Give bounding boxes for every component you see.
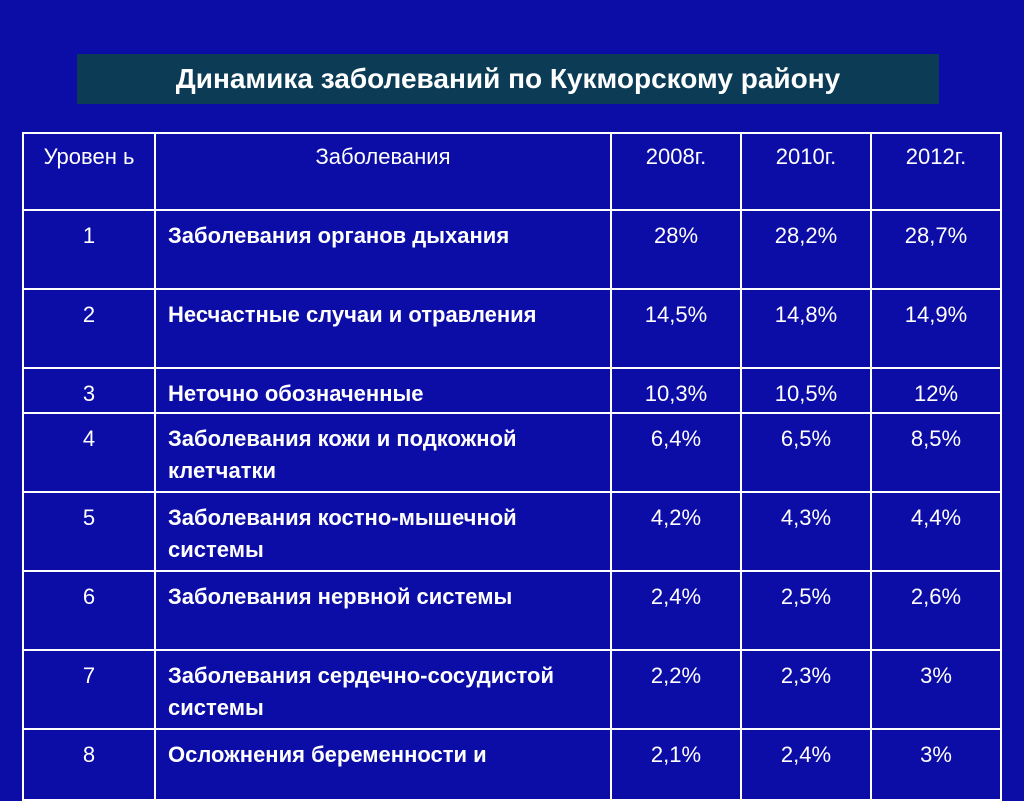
table-row: 2 Несчастные случаи и отравления 14,5% 1… [22, 288, 1002, 369]
header-level: Уровен ь [22, 132, 156, 211]
cell-level: 1 [22, 209, 156, 290]
cell-2008: 6,4% [610, 412, 742, 493]
cell-2012: 3% [870, 728, 1002, 801]
cell-2010: 2,4% [740, 728, 872, 801]
cell-2010: 4,3% [740, 491, 872, 572]
cell-2012: 28,7% [870, 209, 1002, 290]
cell-2010: 28,2% [740, 209, 872, 290]
cell-2012: 8,5% [870, 412, 1002, 493]
cell-level: 5 [22, 491, 156, 572]
cell-2008: 4,2% [610, 491, 742, 572]
cell-2012: 2,6% [870, 570, 1002, 651]
table-row: 8 Осложнения беременности и 2,1% 2,4% 3% [22, 728, 1002, 801]
cell-disease: Несчастные случаи и отравления [154, 288, 612, 369]
table-row: 6 Заболевания нервной системы 2,4% 2,5% … [22, 570, 1002, 651]
cell-level: 7 [22, 649, 156, 730]
cell-2008: 2,4% [610, 570, 742, 651]
cell-2010: 2,5% [740, 570, 872, 651]
cell-2010: 10,5% [740, 367, 872, 414]
cell-disease: Заболевания нервной системы [154, 570, 612, 651]
cell-2008: 14,5% [610, 288, 742, 369]
disease-table: Уровен ь Заболевания 2008г. 2010г. 2012г… [22, 132, 1002, 801]
cell-2010: 2,3% [740, 649, 872, 730]
cell-2010: 6,5% [740, 412, 872, 493]
cell-level: 6 [22, 570, 156, 651]
cell-2010: 14,8% [740, 288, 872, 369]
cell-level: 2 [22, 288, 156, 369]
cell-level: 3 [22, 367, 156, 414]
header-2012: 2012г. [870, 132, 1002, 211]
cell-2012: 14,9% [870, 288, 1002, 369]
cell-disease: Заболевания сердечно-сосудистой системы [154, 649, 612, 730]
cell-level: 8 [22, 728, 156, 801]
title-banner: Динамика заболеваний по Кукморскому райо… [77, 54, 939, 104]
table-row: 1 Заболевания органов дыхания 28% 28,2% … [22, 209, 1002, 290]
header-disease: Заболевания [154, 132, 612, 211]
cell-disease: Неточно обозначенные [154, 367, 612, 414]
table-row: 3 Неточно обозначенные 10,3% 10,5% 12% [22, 367, 1002, 414]
cell-2008: 2,1% [610, 728, 742, 801]
table-row: 7 Заболевания сердечно-сосудистой систем… [22, 649, 1002, 730]
header-2010: 2010г. [740, 132, 872, 211]
header-2008: 2008г. [610, 132, 742, 211]
slide-title: Динамика заболеваний по Кукморскому райо… [175, 63, 841, 94]
cell-2012: 12% [870, 367, 1002, 414]
cell-level: 4 [22, 412, 156, 493]
cell-2008: 10,3% [610, 367, 742, 414]
table-row: 4 Заболевания кожи и подкожной клетчатки… [22, 412, 1002, 493]
cell-2012: 3% [870, 649, 1002, 730]
cell-2008: 28% [610, 209, 742, 290]
cell-2012: 4,4% [870, 491, 1002, 572]
cell-disease: Осложнения беременности и [154, 728, 612, 801]
cell-disease: Заболевания органов дыхания [154, 209, 612, 290]
cell-disease: Заболевания костно-мышечной системы [154, 491, 612, 572]
cell-disease: Заболевания кожи и подкожной клетчатки [154, 412, 612, 493]
table-header-row: Уровен ь Заболевания 2008г. 2010г. 2012г… [22, 132, 1002, 211]
cell-2008: 2,2% [610, 649, 742, 730]
table-row: 5 Заболевания костно-мышечной системы 4,… [22, 491, 1002, 572]
